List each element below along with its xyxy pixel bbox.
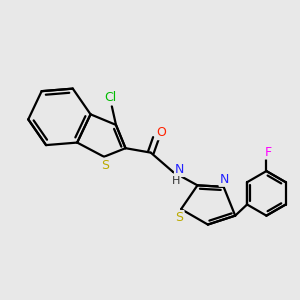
Text: O: O (156, 126, 166, 139)
Text: F: F (264, 146, 272, 158)
Text: H: H (172, 176, 180, 187)
Text: S: S (176, 211, 184, 224)
Text: N: N (175, 163, 184, 176)
Text: Cl: Cl (104, 91, 116, 104)
Text: N: N (220, 173, 229, 186)
Text: S: S (101, 159, 110, 172)
